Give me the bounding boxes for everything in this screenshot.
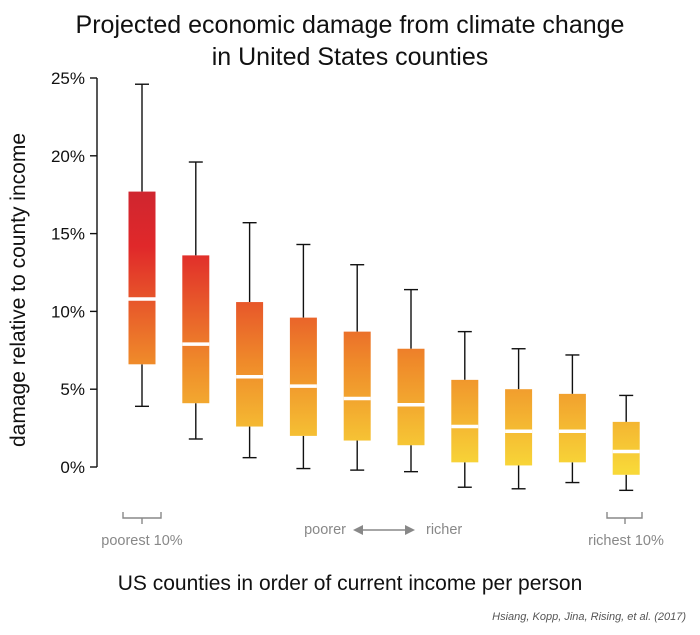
box-series — [128, 83, 640, 492]
box-5 — [343, 264, 371, 471]
double-arrow-icon — [353, 525, 415, 535]
richest-label: richest 10% — [588, 533, 664, 549]
iqr-box — [128, 191, 156, 365]
box-10 — [612, 394, 640, 492]
y-tick-label: 15% — [51, 225, 85, 244]
poorest-label: poorest 10% — [101, 533, 183, 549]
chart-subtitle: in United States counties — [211, 43, 489, 71]
box-7 — [451, 330, 479, 488]
box-1 — [128, 83, 156, 408]
y-tick-label: 5% — [60, 380, 85, 399]
iqr-box — [397, 348, 425, 446]
iqr-box — [182, 255, 210, 404]
iqr-box — [343, 331, 371, 441]
credit-text: Hsiang, Kopp, Jina, Rising, et al. (2017… — [492, 611, 686, 623]
poorest-bracket — [122, 512, 162, 519]
y-axis-label: damage relative to county income — [7, 132, 30, 448]
box-6 — [397, 288, 425, 473]
box-4 — [289, 243, 317, 470]
box-9 — [558, 354, 586, 484]
richest-bracket — [606, 512, 643, 519]
x-axis-label: US counties in order of current income p… — [117, 572, 583, 595]
box-2 — [182, 161, 210, 440]
iqr-box — [236, 302, 264, 427]
y-tick-label: 10% — [51, 302, 85, 321]
iqr-box — [505, 389, 533, 466]
chart-title: Projected economic damage from climate c… — [75, 11, 625, 39]
box-8 — [505, 348, 533, 490]
poorer-label: poorer — [304, 522, 346, 538]
iqr-box — [558, 393, 586, 463]
y-tick-label: 0% — [60, 458, 85, 477]
y-axis: 0% 5% 10% 15% 20% 25% — [51, 69, 98, 477]
y-tick-label: 20% — [51, 147, 85, 166]
box-3 — [236, 222, 264, 459]
y-tick-label: 25% — [51, 69, 85, 88]
iqr-box — [612, 421, 640, 475]
richer-label: richer — [426, 522, 462, 538]
iqr-box — [451, 379, 479, 463]
iqr-box — [289, 317, 317, 436]
